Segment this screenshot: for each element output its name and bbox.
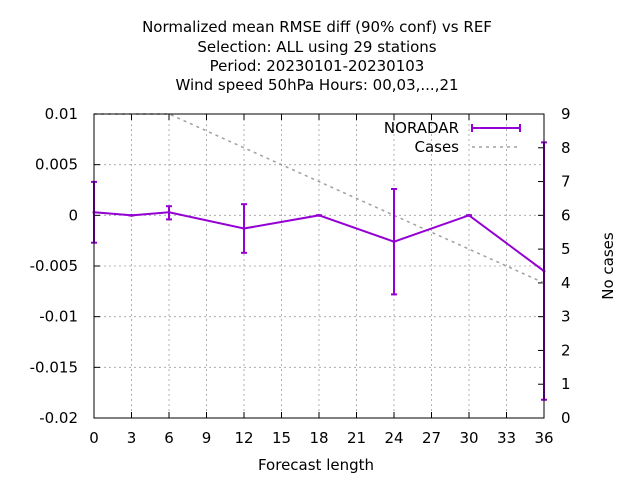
y2-tick-label: 5 [561,240,571,258]
chart-title: Normalized mean RMSE diff (90% conf) vs … [142,18,492,94]
title-line-3: Period: 20230101-20230103 [210,57,425,75]
legend-sample-noradar [471,124,521,132]
x-tick-label: 0 [89,429,99,447]
series-line-cases [94,113,545,284]
data-point-noradar [130,213,133,217]
title-line-1: Normalized mean RMSE diff (90% conf) vs … [142,18,492,36]
y2-tick-label: 2 [561,341,571,359]
x-axis-label: Forecast length [258,456,374,474]
y-tick-label: 0.005 [35,156,78,174]
x-tick-label: 15 [272,429,291,447]
y2-tick-label: 8 [561,139,571,157]
y2-tick-label: 1 [561,375,571,393]
y2-tick-label: 3 [561,308,571,326]
x-tick-label: 27 [422,429,441,447]
series-layer [91,113,547,401]
y2-tick-label: 0 [561,409,571,427]
x-tick-label: 3 [127,429,137,447]
plot-frame [93,113,545,419]
data-point-noradar [242,227,246,231]
data-point-noradar [467,213,471,217]
data-point-noradar [392,240,396,244]
y-tick-label: -0.015 [30,358,78,376]
x-tick-label: 30 [459,429,478,447]
y2-axis-label: No cases [599,232,617,300]
y2-tick-label: 4 [561,274,571,292]
legend-label-cases: Cases [414,138,459,156]
y-tick-label: 0.01 [45,105,78,123]
title-line-4: Wind speed 50hPa Hours: 00,03,...,21 [175,76,458,94]
y-tick-label: 0 [68,206,78,224]
x-tick-label: 24 [384,429,403,447]
y2-tick-label: 6 [561,206,571,224]
x-tick-label: 9 [202,429,212,447]
y2-tick-label: 9 [561,105,571,123]
x-tick-label: 12 [234,429,253,447]
series-line-noradar [93,211,545,272]
x-tick-label: 33 [497,429,516,447]
data-point-noradar [317,213,321,217]
data-point-noradar [167,210,171,214]
grid [94,114,544,418]
y-tick-label: -0.02 [39,409,78,427]
y-tick-label: -0.01 [39,308,78,326]
axis-labels: 0 3 6 9 12 15 18 21 24 27 30 33 360.010.0050-0.005-0… [30,105,571,447]
x-tick-label: 6 [164,429,174,447]
y2-tick-label: 7 [561,173,571,191]
legend-label-noradar: NORADAR [384,119,459,137]
x-tick-label: 21 [347,429,366,447]
x-tick-label: 36 [534,429,553,447]
y-tick-label: -0.005 [30,257,78,275]
x-tick-label: 18 [309,429,328,447]
title-line-2: Selection: ALL using 29 stations [197,38,436,56]
legend: NORADAR Cases [384,119,521,156]
